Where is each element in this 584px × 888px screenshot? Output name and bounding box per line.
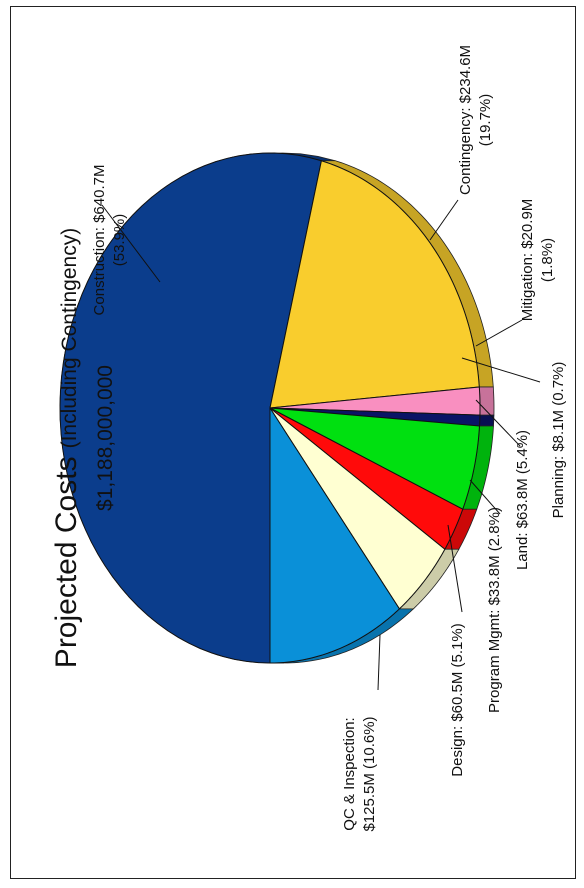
data-label-planning: Planning: $8.1M (0.7%) xyxy=(550,362,567,519)
data-label-line: Planning: $8.1M (0.7%) xyxy=(550,362,567,519)
chart-total: $1,188,000,000 xyxy=(94,365,117,511)
data-label-line: $125.5M (10.6%) xyxy=(361,716,378,831)
data-label-program-mgmt: Program Mgmt: $33.8M (2.8%) xyxy=(486,507,503,713)
pie-slice-construction xyxy=(59,152,322,664)
leader-line-qc-inspection xyxy=(377,634,381,691)
pie-slice-program-mgmt xyxy=(269,407,464,550)
leader-line-program-mgmt xyxy=(469,479,501,515)
data-label-line: Program Mgmt: $33.8M (2.8%) xyxy=(486,507,503,713)
pie-slice-design xyxy=(269,407,446,610)
leader-line-construction xyxy=(101,204,161,283)
data-label-line: (53.9%) xyxy=(111,214,128,267)
chart-title: Projected Costs (Including Contingency) xyxy=(50,228,83,668)
pie-slice-contingency xyxy=(269,160,480,409)
data-label-line: Mitigation: $20.9M xyxy=(519,199,536,322)
data-label-line: QC & Inspection: xyxy=(341,717,358,830)
title-paren-text: (Including Contingency) xyxy=(58,228,81,449)
data-label-mitigation: Mitigation: $20.9M (1.8%) xyxy=(519,199,556,322)
leader-line-mitigation xyxy=(475,319,523,347)
pie-slice-qc-inspection xyxy=(269,406,401,664)
leader-line-contingency xyxy=(429,199,459,241)
data-label-line: Land: $63.8M (5.4%) xyxy=(514,430,531,570)
data-label-line: Contingency: $234.6M xyxy=(457,45,474,195)
leader-line-planning xyxy=(461,357,541,383)
pie-slice-mitigation xyxy=(269,386,481,416)
data-label-line: (1.8%) xyxy=(539,238,556,282)
data-label-design: Design: $60.5M (5.1%) xyxy=(449,623,466,776)
data-label-line: Construction: $640.7M xyxy=(91,165,108,316)
data-label-land: Land: $63.8M (5.4%) xyxy=(514,430,531,570)
leader-line-land xyxy=(475,399,521,447)
data-label-construction: Construction: $640.7M (53.9%) xyxy=(91,165,128,316)
leader-line-design xyxy=(447,524,463,613)
pie-slice-land xyxy=(269,407,480,510)
data-label-contingency: Contingency: $234.6M (19.7%) xyxy=(457,45,494,195)
data-label-line: Design: $60.5M (5.1%) xyxy=(449,623,466,776)
data-label-line: (19.7%) xyxy=(477,94,494,147)
data-label-qc-inspection: QC & Inspection: $125.5M (10.6%) xyxy=(341,716,378,831)
title-main-text: Projected Costs xyxy=(50,456,83,668)
